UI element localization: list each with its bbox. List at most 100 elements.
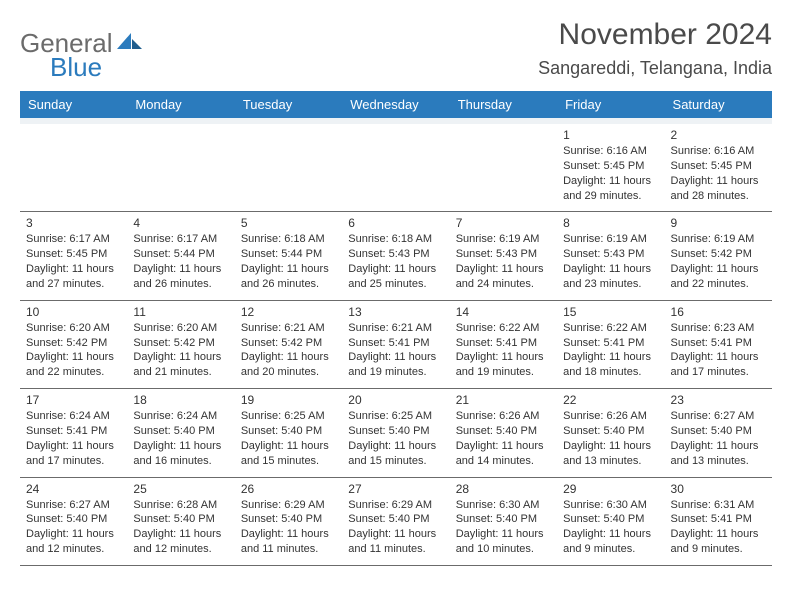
calendar-day: 2Sunrise: 6:16 AMSunset: 5:45 PMDaylight…: [665, 124, 772, 212]
month-title: November 2024: [538, 18, 772, 52]
calendar-day: 24Sunrise: 6:27 AMSunset: 5:40 PMDayligh…: [20, 477, 127, 565]
sunrise-line: Sunrise: 6:20 AM: [133, 321, 228, 336]
daylight-line: Daylight: 11 hours and 26 minutes.: [241, 262, 336, 292]
calendar-day: 15Sunrise: 6:22 AMSunset: 5:41 PMDayligh…: [557, 300, 664, 388]
sunrise-line: Sunrise: 6:26 AM: [456, 409, 551, 424]
day-number: 4: [133, 216, 228, 230]
calendar-day: 25Sunrise: 6:28 AMSunset: 5:40 PMDayligh…: [127, 477, 234, 565]
daylight-line: Daylight: 11 hours and 16 minutes.: [133, 439, 228, 469]
daylight-line: Daylight: 11 hours and 18 minutes.: [563, 350, 658, 380]
daylight-line: Daylight: 11 hours and 9 minutes.: [671, 527, 766, 557]
sunset-line: Sunset: 5:43 PM: [456, 247, 551, 262]
daylight-line: Daylight: 11 hours and 27 minutes.: [26, 262, 121, 292]
calendar-page: General November 2024 Sangareddi, Telang…: [0, 0, 792, 612]
sunset-line: Sunset: 5:40 PM: [348, 512, 443, 527]
calendar-day-empty: [450, 124, 557, 212]
calendar-week: 10Sunrise: 6:20 AMSunset: 5:42 PMDayligh…: [20, 300, 772, 388]
calendar-day: 8 Sunrise: 6:19 AMSunset: 5:43 PMDaylight…: [557, 212, 664, 300]
calendar-day: 10Sunrise: 6:20 AMSunset: 5:42 PMDayligh…: [20, 300, 127, 388]
sunrise-line: Sunrise: 6:31 AM: [671, 498, 766, 513]
daylight-line: Daylight: 11 hours and 11 minutes.: [348, 527, 443, 557]
day-number: 26: [241, 482, 336, 496]
sunset-line: Sunset: 5:41 PM: [456, 336, 551, 351]
title-block: November 2024 Sangareddi, Telangana, Ind…: [538, 18, 772, 79]
calendar-day: 7Sunrise: 6:19 AMSunset: 5:43 PMDaylight…: [450, 212, 557, 300]
daylight-line: Daylight: 11 hours and 9 minutes.: [563, 527, 658, 557]
calendar-day: 29Sunrise: 6:30 AMSunset: 5:40 PMDayligh…: [557, 477, 664, 565]
daylight-line: Daylight: 11 hours and 24 minutes.: [456, 262, 551, 292]
day-number: 18: [133, 393, 228, 407]
sunset-line: Sunset: 5:45 PM: [671, 159, 766, 174]
day-number: 8: [563, 216, 658, 230]
calendar-day: 11Sunrise: 6:20 AMSunset: 5:42 PMDayligh…: [127, 300, 234, 388]
day-number: 11: [133, 305, 228, 319]
daylight-line: Daylight: 11 hours and 20 minutes.: [241, 350, 336, 380]
sunset-line: Sunset: 5:40 PM: [456, 424, 551, 439]
sunrise-line: Sunrise: 6:30 AM: [456, 498, 551, 513]
calendar-day-empty: [342, 124, 449, 212]
day-header: Sunday: [20, 91, 127, 118]
calendar-week: 17Sunrise: 6:24 AMSunset: 5:41 PMDayligh…: [20, 389, 772, 477]
day-number: 17: [26, 393, 121, 407]
day-number: 16: [671, 305, 766, 319]
sunrise-line: Sunrise: 6:23 AM: [671, 321, 766, 336]
sunrise-line: Sunrise: 6:30 AM: [563, 498, 658, 513]
calendar-day: 16Sunrise: 6:23 AMSunset: 5:41 PMDayligh…: [665, 300, 772, 388]
daylight-line: Daylight: 11 hours and 29 minutes.: [563, 174, 658, 204]
daylight-line: Daylight: 11 hours and 11 minutes.: [241, 527, 336, 557]
sunrise-line: Sunrise: 6:26 AM: [563, 409, 658, 424]
calendar-week: 1Sunrise: 6:16 AMSunset: 5:45 PMDaylight…: [20, 124, 772, 212]
sunset-line: Sunset: 5:41 PM: [348, 336, 443, 351]
day-number: 22: [563, 393, 658, 407]
calendar-day: 23Sunrise: 6:27 AMSunset: 5:40 PMDayligh…: [665, 389, 772, 477]
sunset-line: Sunset: 5:45 PM: [26, 247, 121, 262]
sunset-line: Sunset: 5:41 PM: [671, 336, 766, 351]
daylight-line: Daylight: 11 hours and 15 minutes.: [348, 439, 443, 469]
sunrise-line: Sunrise: 6:20 AM: [26, 321, 121, 336]
day-header: Friday: [557, 91, 664, 118]
day-header: Thursday: [450, 91, 557, 118]
calendar-day: 5Sunrise: 6:18 AMSunset: 5:44 PMDaylight…: [235, 212, 342, 300]
sunrise-line: Sunrise: 6:25 AM: [241, 409, 336, 424]
calendar-day: 9Sunrise: 6:19 AMSunset: 5:42 PMDaylight…: [665, 212, 772, 300]
day-number: 14: [456, 305, 551, 319]
logo-text-blue: Blue: [50, 52, 102, 83]
sunset-line: Sunset: 5:40 PM: [133, 424, 228, 439]
sunset-line: Sunset: 5:40 PM: [563, 512, 658, 527]
sunrise-line: Sunrise: 6:21 AM: [348, 321, 443, 336]
calendar-day: 30Sunrise: 6:31 AMSunset: 5:41 PMDayligh…: [665, 477, 772, 565]
sunrise-line: Sunrise: 6:19 AM: [671, 232, 766, 247]
sunset-line: Sunset: 5:43 PM: [563, 247, 658, 262]
calendar-day-empty: [235, 124, 342, 212]
calendar-day: 3Sunrise: 6:17 AMSunset: 5:45 PMDaylight…: [20, 212, 127, 300]
sunrise-line: Sunrise: 6:27 AM: [26, 498, 121, 513]
daylight-line: Daylight: 11 hours and 23 minutes.: [563, 262, 658, 292]
sunrise-line: Sunrise: 6:24 AM: [133, 409, 228, 424]
calendar-day: 4Sunrise: 6:17 AMSunset: 5:44 PMDaylight…: [127, 212, 234, 300]
calendar-day: 22Sunrise: 6:26 AMSunset: 5:40 PMDayligh…: [557, 389, 664, 477]
daylight-line: Daylight: 11 hours and 13 minutes.: [563, 439, 658, 469]
day-number: 24: [26, 482, 121, 496]
day-number: 21: [456, 393, 551, 407]
calendar-table: SundayMondayTuesdayWednesdayThursdayFrid…: [20, 91, 772, 566]
sunset-line: Sunset: 5:42 PM: [26, 336, 121, 351]
calendar-day: 18 Sunrise: 6:24 AMSunset: 5:40 PMDayligh…: [127, 389, 234, 477]
day-number: 6: [348, 216, 443, 230]
sunset-line: Sunset: 5:40 PM: [133, 512, 228, 527]
day-number: 13: [348, 305, 443, 319]
sunrise-line: Sunrise: 6:29 AM: [348, 498, 443, 513]
logo-sail-icon: [117, 31, 143, 56]
calendar-week: 24Sunrise: 6:27 AMSunset: 5:40 PMDayligh…: [20, 477, 772, 565]
daylight-line: Daylight: 11 hours and 26 minutes.: [133, 262, 228, 292]
sunrise-line: Sunrise: 6:19 AM: [563, 232, 658, 247]
sunrise-line: Sunrise: 6:22 AM: [456, 321, 551, 336]
sunset-line: Sunset: 5:45 PM: [563, 159, 658, 174]
calendar-body: 1Sunrise: 6:16 AMSunset: 5:45 PMDaylight…: [20, 118, 772, 565]
day-number: 30: [671, 482, 766, 496]
sunrise-line: Sunrise: 6:27 AM: [671, 409, 766, 424]
day-number: 2: [671, 128, 766, 142]
calendar-day: 14Sunrise: 6:22 AMSunset: 5:41 PMDayligh…: [450, 300, 557, 388]
calendar-day: 26Sunrise: 6:29 AMSunset: 5:40 PMDayligh…: [235, 477, 342, 565]
sunset-line: Sunset: 5:40 PM: [456, 512, 551, 527]
sunset-line: Sunset: 5:42 PM: [133, 336, 228, 351]
